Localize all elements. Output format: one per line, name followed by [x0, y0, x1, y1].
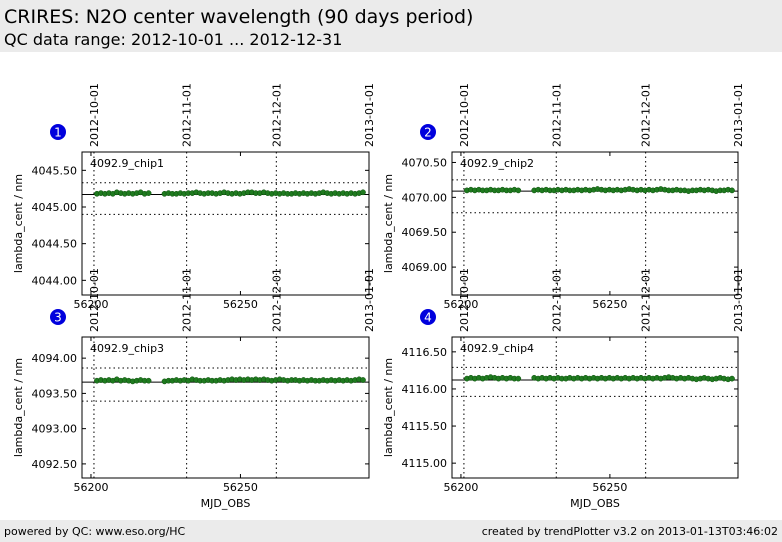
data-point	[729, 375, 735, 382]
panel-badge	[50, 124, 66, 140]
plot-frame	[81, 151, 370, 296]
x-tick-label: 56250	[223, 298, 258, 311]
panel-badge-number: 4	[424, 311, 432, 325]
plot-frame	[451, 336, 739, 479]
footer-generator: created by trendPlotter v3.2 on 2013-01-…	[481, 525, 778, 538]
date-tick-label: 2012-12-01	[640, 268, 653, 332]
date-tick-label: 2012-10-01	[458, 83, 471, 147]
y-tick-label: 4070.50	[402, 156, 448, 169]
y-axis-label: lambda_cent / nm	[12, 174, 25, 273]
data-point	[515, 187, 522, 194]
series-label: 4092.9_chip1	[90, 157, 164, 170]
y-tick-label: 4044.00	[32, 274, 78, 287]
chart-area: 2012-10-01 2012-11-01 2012-12-01 2013-01-01…	[12, 83, 745, 510]
plot-frame	[451, 151, 739, 296]
y-tick-label: 4045.00	[32, 201, 78, 214]
footer-bar: powered by QC: www.eso.org/HC created by…	[0, 520, 782, 542]
data-point	[145, 190, 152, 196]
x-axis-label: MJD_OBS	[570, 497, 620, 510]
y-tick-label: 4115.50	[402, 420, 448, 433]
data-point	[360, 189, 366, 196]
header-bar: CRIRES: N2O center wavelength (90 days p…	[0, 0, 782, 52]
page-title: CRIRES: N2O center wavelength (90 days p…	[4, 6, 474, 28]
y-tick-label: 4044.50	[32, 238, 78, 251]
panel-badge-number: 1	[54, 126, 62, 140]
plot-frame	[81, 336, 370, 479]
page-subtitle: QC data range: 2012-10-01 ... 2012-12-31	[4, 30, 343, 49]
panel-badge-number: 3	[54, 311, 62, 325]
y-tick-label: 4069.50	[402, 226, 448, 239]
data-point	[729, 187, 735, 194]
series-label: 4092.9_chip2	[460, 157, 534, 170]
chart-panel-1: 2012-10-01 2012-11-01 2012-12-01 2013-01-01…	[12, 83, 376, 311]
x-tick-label: 56200	[73, 298, 108, 311]
y-tick-label: 4116.00	[402, 383, 448, 396]
x-tick-label: 56250	[223, 481, 258, 494]
footer-credit: powered by QC: www.eso.org/HC	[4, 525, 186, 538]
date-tick-label: 2012-11-01	[181, 268, 194, 332]
date-tick-label: 2012-12-01	[270, 268, 283, 332]
date-tick-label: 2012-10-01	[88, 83, 101, 147]
data-point	[360, 377, 366, 383]
series-label: 4092.9_chip4	[460, 342, 534, 355]
date-tick-label: 2012-10-01	[88, 268, 101, 332]
date-tick-label: 2012-11-01	[181, 83, 194, 147]
panel-badge-number: 2	[424, 126, 432, 140]
series-label: 4092.9_chip3	[90, 342, 164, 355]
y-axis-label: lambda_cent / nm	[382, 358, 395, 457]
y-axis-label: lambda_cent / nm	[12, 358, 25, 457]
date-tick-label: 2012-12-01	[270, 83, 283, 147]
date-tick-label: 2013-01-01	[363, 268, 376, 332]
x-tick-label: 56200	[443, 298, 478, 311]
y-tick-label: 4116.50	[402, 346, 448, 359]
y-tick-label: 4093.00	[32, 423, 78, 436]
y-tick-label: 4070.00	[402, 191, 448, 204]
date-tick-label: 2012-11-01	[550, 83, 563, 147]
date-tick-label: 2013-01-01	[732, 83, 745, 147]
x-tick-label: 56250	[592, 481, 627, 494]
y-tick-label: 4092.50	[32, 458, 78, 471]
panel-badge	[420, 309, 436, 325]
date-tick-label: 2012-12-01	[640, 83, 653, 147]
y-tick-label: 4069.00	[402, 261, 448, 274]
chart-panel-3: 2012-10-01 2012-11-01 2012-12-01 2013-01-01…	[12, 268, 376, 510]
y-axis-label: lambda_cent / nm	[382, 174, 395, 273]
chart-panel-4: 2012-10-01 2012-11-01 2012-12-01 2013-01-01…	[382, 268, 745, 510]
date-tick-label: 2013-01-01	[732, 268, 745, 332]
x-tick-label: 56200	[443, 481, 478, 494]
x-axis-label: MJD_OBS	[201, 497, 251, 510]
y-tick-label: 4115.00	[402, 457, 448, 470]
data-point	[515, 375, 522, 382]
date-tick-label: 2012-11-01	[550, 268, 563, 332]
data-point	[145, 377, 152, 384]
panel-badge	[50, 309, 66, 325]
y-tick-label: 4093.50	[32, 387, 78, 400]
date-tick-label: 2013-01-01	[363, 83, 376, 147]
x-tick-label: 56250	[592, 298, 627, 311]
x-tick-label: 56200	[73, 481, 108, 494]
date-tick-label: 2012-10-01	[458, 268, 471, 332]
chart-panel-2: 2012-10-01 2012-11-01 2012-12-01 2013-01-01…	[382, 83, 745, 311]
y-tick-label: 4045.50	[32, 164, 78, 177]
y-tick-label: 4094.00	[32, 352, 78, 365]
panel-badge	[420, 124, 436, 140]
